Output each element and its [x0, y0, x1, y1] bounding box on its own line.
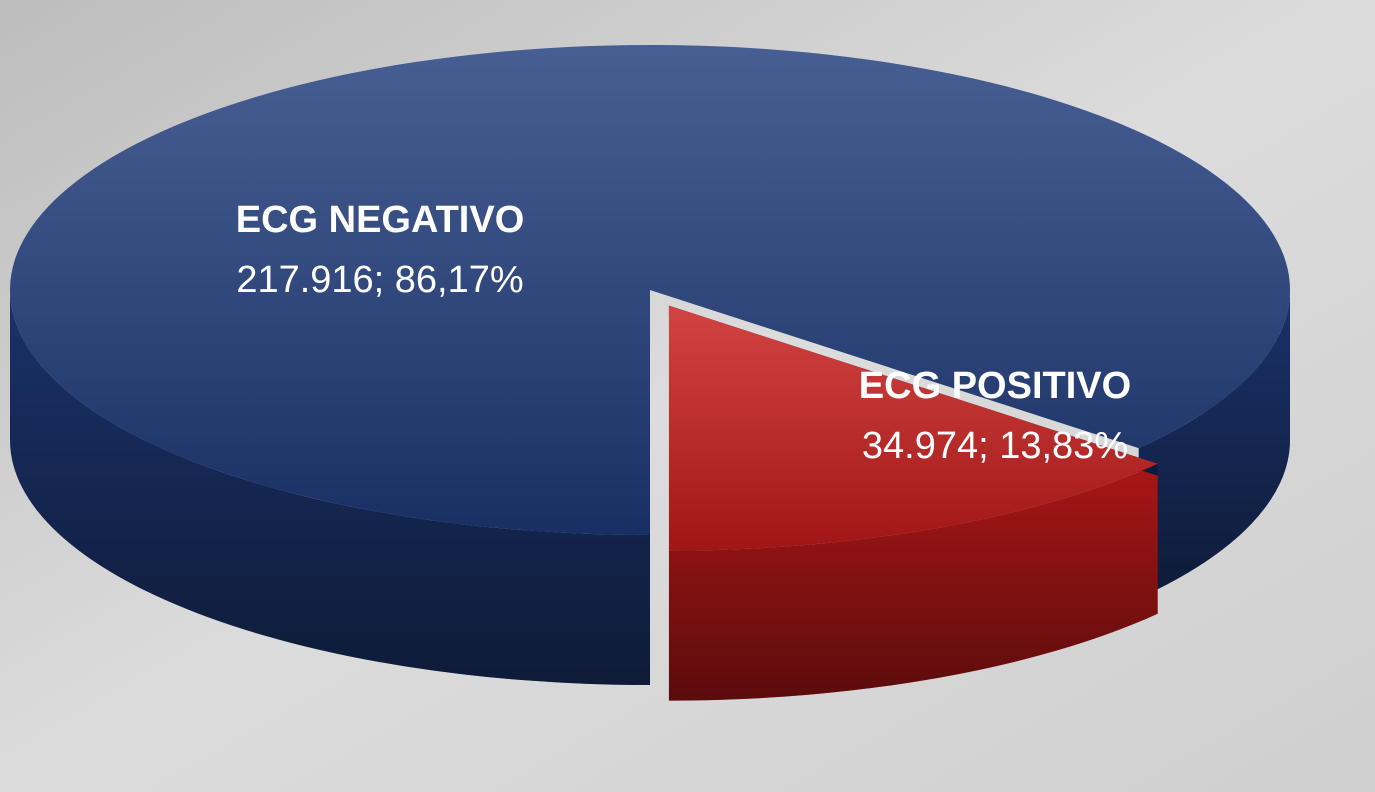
- value-label: 217.916; 86,17%: [236, 259, 523, 301]
- slice-label: ECG NEGATIVO: [236, 199, 525, 241]
- slice-side-shade: [1138, 290, 1290, 599]
- slice-side-shade: [668, 463, 1158, 701]
- slice-shade: [668, 305, 1158, 551]
- slice: [9, 44, 1291, 685]
- slice: [668, 305, 1158, 701]
- value-label: 34.974; 13,83%: [862, 425, 1128, 467]
- slice-side-shade: [10, 290, 650, 685]
- slice-label: ECG POSITIVO: [859, 365, 1131, 407]
- slice-shade: [9, 44, 1291, 535]
